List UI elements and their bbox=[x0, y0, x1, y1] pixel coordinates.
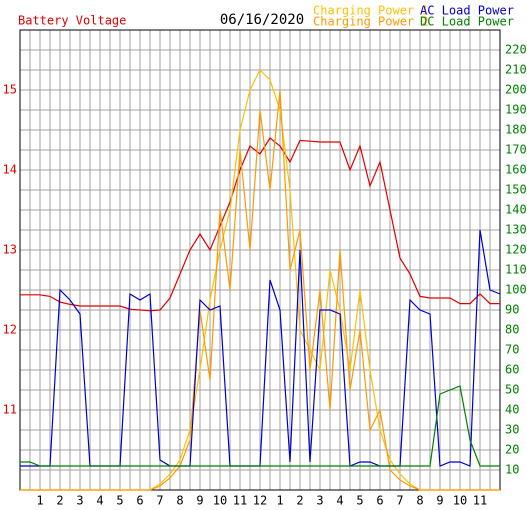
x-tick-label: 7 bbox=[156, 494, 163, 508]
legend-entry: Charging Power 2 bbox=[313, 15, 429, 29]
legend-entry: Charging Power 1 bbox=[313, 4, 429, 18]
x-tick-label: 2 bbox=[56, 494, 63, 508]
series-line bbox=[20, 137, 500, 312]
x-tick-label: 8 bbox=[176, 494, 183, 508]
x-tick-label: 6 bbox=[136, 494, 143, 508]
x-tick-label: 10 bbox=[453, 494, 467, 508]
x-tick-label: 4 bbox=[336, 494, 343, 508]
y2-tick-label: 50 bbox=[505, 383, 519, 397]
x-tick-label: 4 bbox=[96, 494, 103, 508]
y2-tick-label: 70 bbox=[505, 343, 519, 357]
y2-tick-label: 200 bbox=[505, 83, 527, 97]
x-tick-label: 1 bbox=[36, 494, 43, 508]
plot-frame bbox=[19, 29, 501, 491]
x-tick-label: 6 bbox=[376, 494, 383, 508]
x-tick-label: 10 bbox=[213, 494, 227, 508]
x-tick-label: 1 bbox=[276, 494, 283, 508]
y2-tick-label: 10 bbox=[505, 463, 519, 477]
series-line bbox=[20, 89, 500, 491]
x-tick-label: 9 bbox=[436, 494, 443, 508]
y2-tick-label: 220 bbox=[505, 43, 527, 57]
x-tick-label: 11 bbox=[233, 494, 247, 508]
x-tick-label: 8 bbox=[416, 494, 423, 508]
x-tick-label: 9 bbox=[196, 494, 203, 508]
y2-tick-label: 80 bbox=[505, 323, 519, 337]
y2-tick-label: 40 bbox=[505, 403, 519, 417]
legend-entry: AC Load Power bbox=[420, 4, 514, 18]
y2-tick-label: 150 bbox=[505, 183, 527, 197]
x-tick-label: 7 bbox=[396, 494, 403, 508]
x-tick-label: 11 bbox=[473, 494, 487, 508]
y-tick-label: 13 bbox=[3, 243, 17, 257]
series-line bbox=[20, 385, 500, 467]
y2-tick-label: 190 bbox=[505, 103, 527, 117]
chart-title: 06/16/2020 bbox=[220, 12, 304, 28]
y2-tick-label: 130 bbox=[505, 223, 527, 237]
x-tick-label: 3 bbox=[316, 494, 323, 508]
y2-tick-label: 60 bbox=[505, 363, 519, 377]
x-tick-label: 5 bbox=[356, 494, 363, 508]
y-tick-label: 11 bbox=[3, 403, 17, 417]
y2-tick-label: 180 bbox=[505, 123, 527, 137]
y2-tick-label: 120 bbox=[505, 243, 527, 257]
y2-tick-label: 90 bbox=[505, 303, 519, 317]
x-tick-label: 5 bbox=[116, 494, 123, 508]
y2-tick-label: 140 bbox=[505, 203, 527, 217]
legend-entry: DC Load Power bbox=[420, 15, 514, 29]
y-tick-label: 15 bbox=[3, 83, 17, 97]
y-tick-label: 14 bbox=[3, 163, 17, 177]
y2-tick-label: 30 bbox=[505, 423, 519, 437]
y2-tick-label: 20 bbox=[505, 443, 519, 457]
y2-tick-label: 160 bbox=[505, 163, 527, 177]
y2-tick-label: 210 bbox=[505, 63, 527, 77]
legend-entry: Battery Voltage bbox=[18, 14, 126, 28]
y-tick-label: 12 bbox=[3, 323, 17, 337]
x-tick-label: 12 bbox=[253, 494, 267, 508]
x-tick-label: 3 bbox=[76, 494, 83, 508]
y2-tick-label: 170 bbox=[505, 143, 527, 157]
y2-tick-label: 110 bbox=[505, 263, 527, 277]
x-tick-label: 2 bbox=[296, 494, 303, 508]
y2-tick-label: 100 bbox=[505, 283, 527, 297]
